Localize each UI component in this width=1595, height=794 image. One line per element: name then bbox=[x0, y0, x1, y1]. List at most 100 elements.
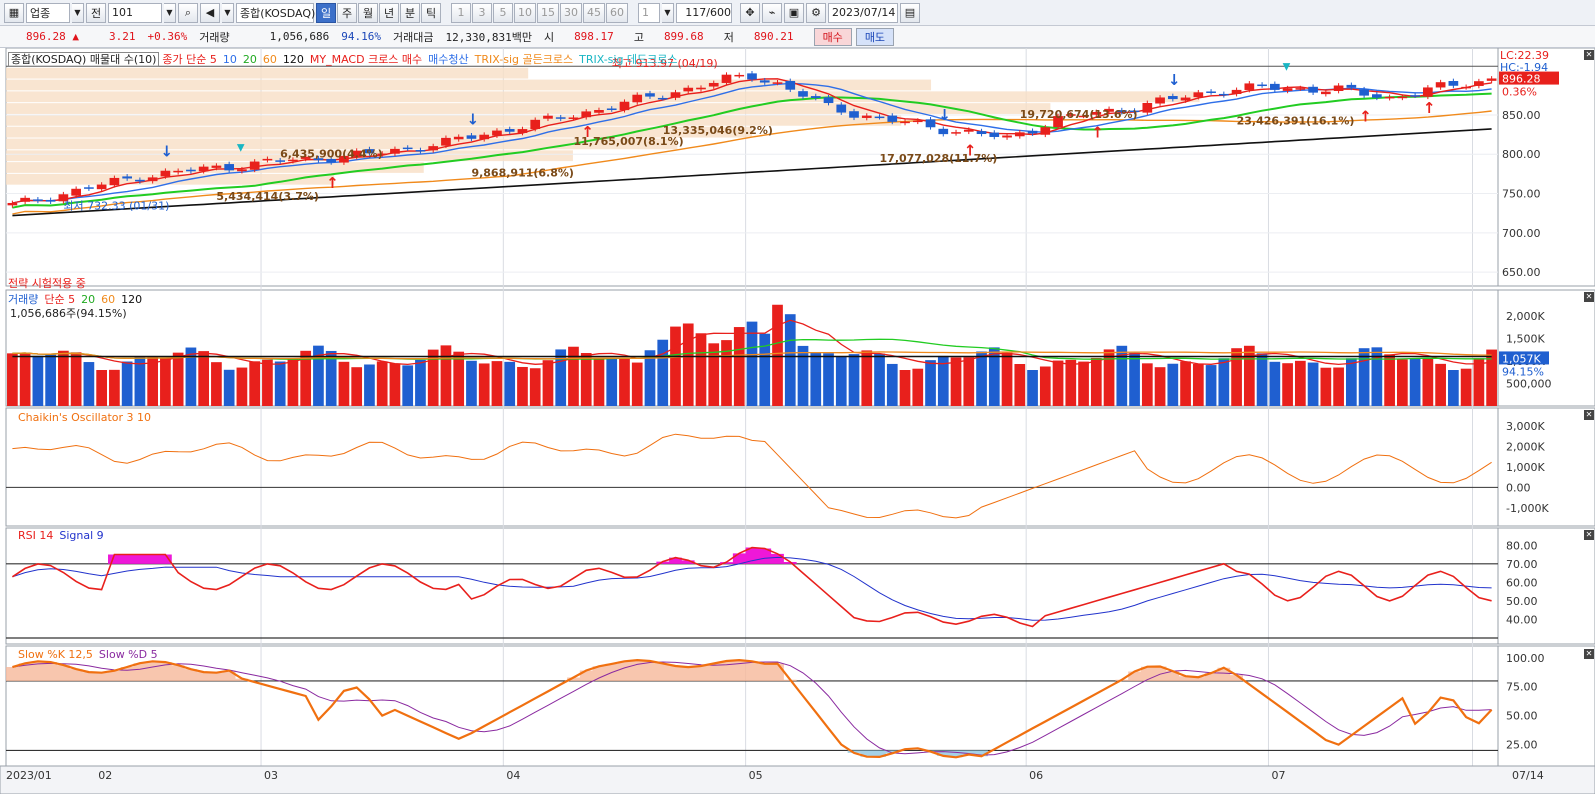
chevron-down-icon[interactable]: ▼ bbox=[164, 2, 176, 23]
gear-icon[interactable]: ⚙ bbox=[806, 2, 826, 23]
chart-menu-icon[interactable]: ▦ bbox=[4, 2, 24, 23]
minute-option-1-button[interactable]: 1 bbox=[451, 2, 471, 23]
minute-option-5-button[interactable]: 5 bbox=[493, 2, 513, 23]
minute-option-45-button[interactable]: 45 bbox=[583, 2, 605, 23]
volume-bar bbox=[58, 350, 69, 406]
unit-input[interactable]: 1 bbox=[638, 2, 660, 23]
chevron-down-icon[interactable]: ▼ bbox=[662, 2, 674, 23]
chevron-down-icon[interactable]: ▼ bbox=[222, 2, 234, 23]
volume-bar bbox=[1052, 360, 1064, 406]
buy-signal-arrow: ↑ bbox=[1359, 107, 1372, 125]
legend-macd-buy: MY_MACD 크로스 매수 bbox=[309, 53, 423, 66]
chart-tools-icon[interactable]: ⌁ bbox=[762, 2, 782, 23]
minute-option-3-button[interactable]: 3 bbox=[472, 2, 492, 23]
sell-button[interactable]: 매도 bbox=[855, 27, 895, 46]
close-icon[interactable]: ✕ bbox=[1584, 410, 1594, 420]
volume-bar bbox=[274, 361, 286, 406]
panel-chaikin bbox=[5, 407, 1499, 527]
candle-body bbox=[670, 92, 681, 98]
candle-body bbox=[696, 87, 706, 90]
code-input[interactable]: 101 bbox=[108, 2, 162, 23]
volume-bar bbox=[1294, 360, 1306, 406]
timeframe-0-button[interactable]: 일 bbox=[316, 2, 336, 23]
sector-select[interactable]: 업종 bbox=[26, 2, 70, 23]
speaker-icon[interactable]: ◀ bbox=[200, 2, 220, 23]
market-name-field: 종합(KOSDAQ) bbox=[236, 2, 315, 23]
legend-ma120: 120 bbox=[282, 53, 304, 66]
volume-bar bbox=[1014, 363, 1026, 406]
volume-bar bbox=[682, 323, 694, 406]
rsi-legend-signal: Signal 9 bbox=[59, 529, 104, 542]
volume-bar bbox=[848, 354, 860, 406]
minute-option-10-button[interactable]: 10 bbox=[514, 2, 536, 23]
buy-button[interactable]: 매수 bbox=[813, 27, 852, 46]
candle-body bbox=[45, 199, 56, 202]
chart-area[interactable]: 850.00 800.00 750.00 700.00 650.00 ↓ ↓ ↓ ↓ ↑ ↑ ↑ ↑ ↑ ↑… bbox=[0, 47, 1595, 794]
chevron-down-icon[interactable]: ▼ bbox=[72, 2, 84, 23]
candle-body bbox=[160, 170, 171, 177]
price-change-pct: +0.36% bbox=[147, 30, 188, 43]
volume-bar bbox=[1358, 348, 1370, 406]
date-input[interactable]: 2023/07/14 bbox=[828, 2, 898, 23]
candle-body bbox=[1423, 87, 1433, 97]
timeframe-5-button[interactable]: 틱 bbox=[421, 2, 441, 23]
x-axis-month-label: 04 bbox=[506, 769, 520, 782]
chaikin-legend: Chaikin's Oscillator 3 10 bbox=[18, 411, 151, 424]
candle-body bbox=[466, 135, 477, 139]
minute-option-15-button[interactable]: 15 bbox=[537, 2, 559, 23]
search-icon[interactable]: ⌕ bbox=[178, 2, 198, 23]
candle-body bbox=[938, 128, 949, 135]
volume-bar bbox=[1167, 363, 1179, 406]
volume-bar bbox=[823, 353, 834, 406]
minute-option-60-button[interactable]: 60 bbox=[606, 2, 628, 23]
candle-body bbox=[836, 104, 847, 113]
chart-canvas[interactable]: 850.00 800.00 750.00 700.00 650.00 ↓ ↓ ↓ ↓ ↑ ↑ ↑ ↑ ↑ ↑… bbox=[0, 47, 1595, 794]
minute-option-30-button[interactable]: 30 bbox=[560, 2, 582, 23]
close-icon[interactable]: ✕ bbox=[1584, 50, 1594, 60]
count-input[interactable]: 117/600 bbox=[676, 2, 732, 23]
legend-ma10: 10 bbox=[222, 53, 237, 66]
timeframe-2-button[interactable]: 월 bbox=[358, 2, 378, 23]
timeframe-1-button[interactable]: 주 bbox=[337, 2, 357, 23]
save-icon[interactable]: ▣ bbox=[784, 2, 804, 23]
volume-bar bbox=[861, 350, 873, 406]
candle-body bbox=[109, 177, 120, 186]
volume-bar bbox=[7, 353, 18, 406]
candle-body bbox=[810, 96, 821, 98]
volume-bar bbox=[1269, 361, 1281, 406]
x-axis-month-label: 03 bbox=[264, 769, 278, 782]
calendar-icon[interactable]: ▤ bbox=[900, 2, 920, 23]
ma10-line bbox=[12, 82, 1492, 204]
candle-body bbox=[428, 146, 439, 151]
close-icon[interactable]: ✕ bbox=[1584, 292, 1594, 302]
candle-body bbox=[84, 187, 94, 189]
candle-body bbox=[173, 170, 183, 173]
candle-body bbox=[530, 119, 541, 129]
period-button[interactable]: 전 bbox=[86, 2, 106, 23]
candle-body bbox=[1461, 86, 1471, 89]
rsi-y-tick: 80.00 bbox=[1506, 539, 1538, 552]
volume-bar bbox=[925, 360, 936, 406]
volume-bar bbox=[1409, 358, 1421, 406]
volume-current-pct-tag: 94.15% bbox=[1502, 365, 1544, 378]
volume-bar bbox=[1218, 358, 1230, 406]
candle-body bbox=[1397, 96, 1408, 99]
timeframe-4-button[interactable]: 분 bbox=[400, 2, 420, 23]
volume-bar bbox=[32, 355, 44, 406]
crosshair-icon[interactable]: ✥ bbox=[740, 2, 760, 23]
volume-bar bbox=[70, 352, 82, 406]
high-label: 고 bbox=[633, 30, 644, 44]
candle-body bbox=[849, 111, 859, 118]
volume-bar bbox=[83, 362, 95, 406]
candle-body bbox=[479, 134, 490, 140]
timeframe-3-button[interactable]: 년 bbox=[379, 2, 399, 23]
axis-vol bbox=[1497, 289, 1595, 407]
close-icon[interactable]: ✕ bbox=[1584, 530, 1594, 540]
candle-body bbox=[364, 149, 375, 154]
volume-bar bbox=[988, 347, 1000, 406]
close-icon[interactable]: ✕ bbox=[1584, 649, 1594, 659]
candle-body bbox=[1346, 84, 1357, 88]
candle-body bbox=[734, 74, 745, 77]
axis-rsi bbox=[1497, 527, 1595, 645]
legend-ma60: 60 bbox=[262, 53, 277, 66]
